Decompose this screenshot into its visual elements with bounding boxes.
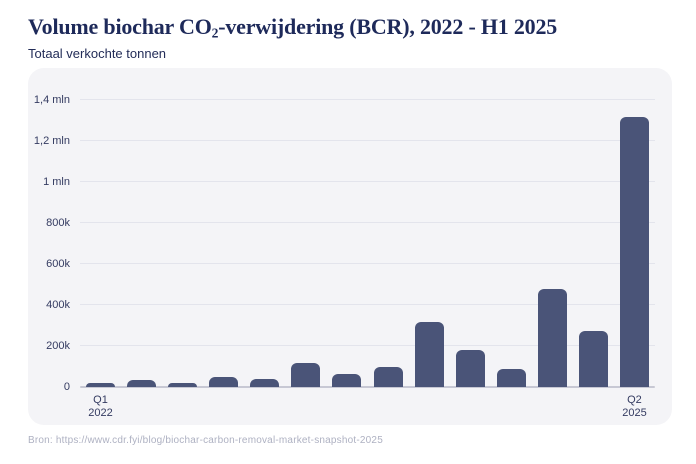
- bar-q1-2024: [414, 322, 444, 387]
- y-axis-label-1-mln: 1 mln: [43, 176, 70, 188]
- y-axis-label-400k: 400k: [46, 299, 70, 311]
- bar-q2-2022: [127, 379, 157, 387]
- page-title-prefix: Volume biochar CO: [28, 14, 212, 39]
- chart-subtitle: Totaal verkochte tonnen: [28, 46, 167, 61]
- bar-q4-2024: [537, 288, 567, 387]
- gridline-1-mln: [80, 181, 655, 182]
- bar-q2-2024: [455, 350, 485, 387]
- bar-q2-2025: [619, 117, 649, 387]
- page-title-suffix: -verwijdering (BCR), 2022 - H1 2025: [218, 14, 558, 39]
- gridline-1-2-mln: [80, 140, 655, 141]
- y-axis-label-1-4-mln: 1,4 mln: [33, 94, 70, 106]
- gridline-600k: [80, 263, 655, 264]
- y-axis-label-800k: 800k: [46, 217, 70, 229]
- bar-q3-2024: [496, 368, 526, 387]
- x-axis-label-q1-2022: Q1 2022: [88, 394, 113, 419]
- gridline-1-4-mln: [80, 99, 655, 100]
- bar-q1-2025: [578, 331, 608, 387]
- source-attribution: Bron: https://www.cdr.fyi/blog/biochar-c…: [28, 435, 383, 446]
- gridline-400k: [80, 304, 655, 305]
- y-axis-label-200k: 200k: [46, 340, 70, 352]
- bar-q3-2022: [168, 382, 198, 387]
- bar-q3-2023: [332, 373, 362, 387]
- x-axis-label-q2-2025: Q2 2025: [622, 394, 647, 419]
- x-axis-line: [80, 386, 655, 388]
- bar-q2-2023: [291, 363, 321, 387]
- y-axis-label-0: 0: [63, 381, 70, 393]
- bar-q4-2022: [209, 376, 239, 387]
- chart-panel: 0 200k 400k 600k 800k 1 mln 1,2 mln 1,4 mln Q1 20…: [28, 68, 672, 425]
- bar-q1-2022: [86, 382, 116, 387]
- page-title-subscript: 2: [211, 25, 219, 41]
- gridline-800k: [80, 222, 655, 223]
- y-axis-label-600k: 600k: [46, 258, 70, 270]
- bar-q4-2023: [373, 366, 403, 387]
- bar-q1-2023: [250, 378, 280, 387]
- gridline-200k: [80, 345, 655, 346]
- y-axis-label-1-2-mln: 1,2 mln: [33, 135, 70, 147]
- page-title: Volume biochar CO2-verwijdering (BCR), 2…: [28, 14, 557, 40]
- plot-area: 0 200k 400k 600k 800k 1 mln 1,2 mln 1,4 mln Q1 20…: [34, 94, 655, 419]
